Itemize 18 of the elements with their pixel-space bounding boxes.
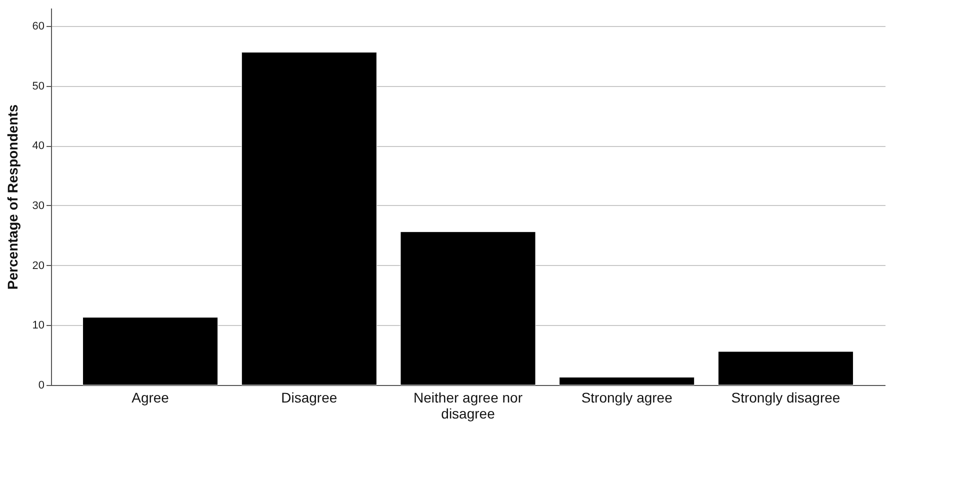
bar [718,351,854,386]
bar [82,317,218,386]
bar [559,376,695,386]
y-tick-label: 20 [32,260,44,272]
x-tick-label: Strongly disagree [731,390,840,406]
y-tick-label: 10 [32,320,44,332]
bar [241,52,377,386]
x-tick-label: Strongly agree [581,390,673,406]
x-tick-label: Disagree [281,390,338,406]
y-tick-label: 60 [32,20,44,32]
x-tick-label: Neither agree nor disagree [414,390,523,422]
bar [400,232,536,386]
y-tick-label: 30 [32,200,44,212]
y-tick-label: 0 [38,380,44,392]
y-tick-label: 40 [32,140,44,152]
y-tick-label: 50 [32,80,44,92]
y-axis-title: Percentage of Respondents [4,104,20,290]
x-tick-label: Agree [132,390,170,406]
